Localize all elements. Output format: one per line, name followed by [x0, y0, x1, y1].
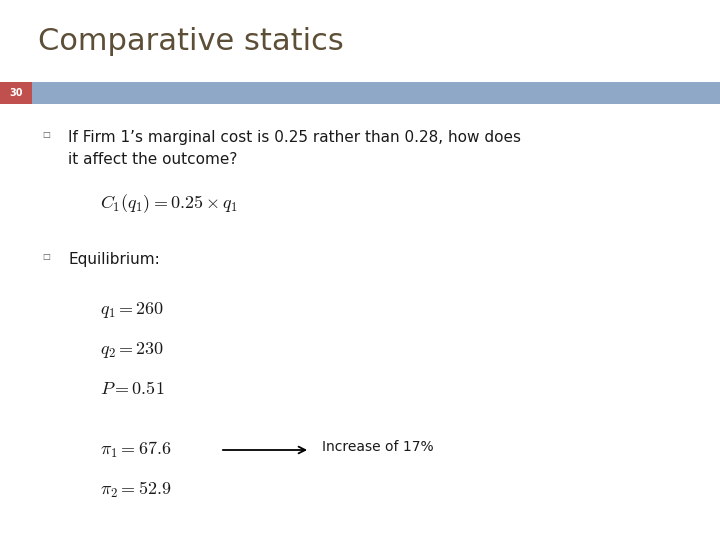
Text: $q_2 = 230$: $q_2 = 230$: [100, 340, 164, 360]
Text: $P = 0.51$: $P = 0.51$: [100, 380, 165, 398]
Text: 30: 30: [9, 88, 23, 98]
Text: Comparative statics: Comparative statics: [38, 28, 343, 57]
Text: Equilibrium:: Equilibrium:: [68, 252, 160, 267]
Text: If Firm 1’s marginal cost is 0.25 rather than 0.28, how does
it affect the outco: If Firm 1’s marginal cost is 0.25 rather…: [68, 130, 521, 167]
Text: □: □: [42, 130, 50, 139]
Text: $q_1 = 260$: $q_1 = 260$: [100, 300, 164, 320]
Text: Increase of 17%: Increase of 17%: [322, 440, 433, 454]
Text: $\pi_1 = 67.6$: $\pi_1 = 67.6$: [100, 440, 171, 460]
Text: $\pi_2 = 52.9$: $\pi_2 = 52.9$: [100, 480, 171, 500]
Text: $C_1(q_1) = 0.25\times q_1$: $C_1(q_1) = 0.25\times q_1$: [100, 192, 238, 215]
Bar: [32, 82, 720, 104]
Bar: [0, 82, 32, 104]
Text: □: □: [42, 252, 50, 261]
